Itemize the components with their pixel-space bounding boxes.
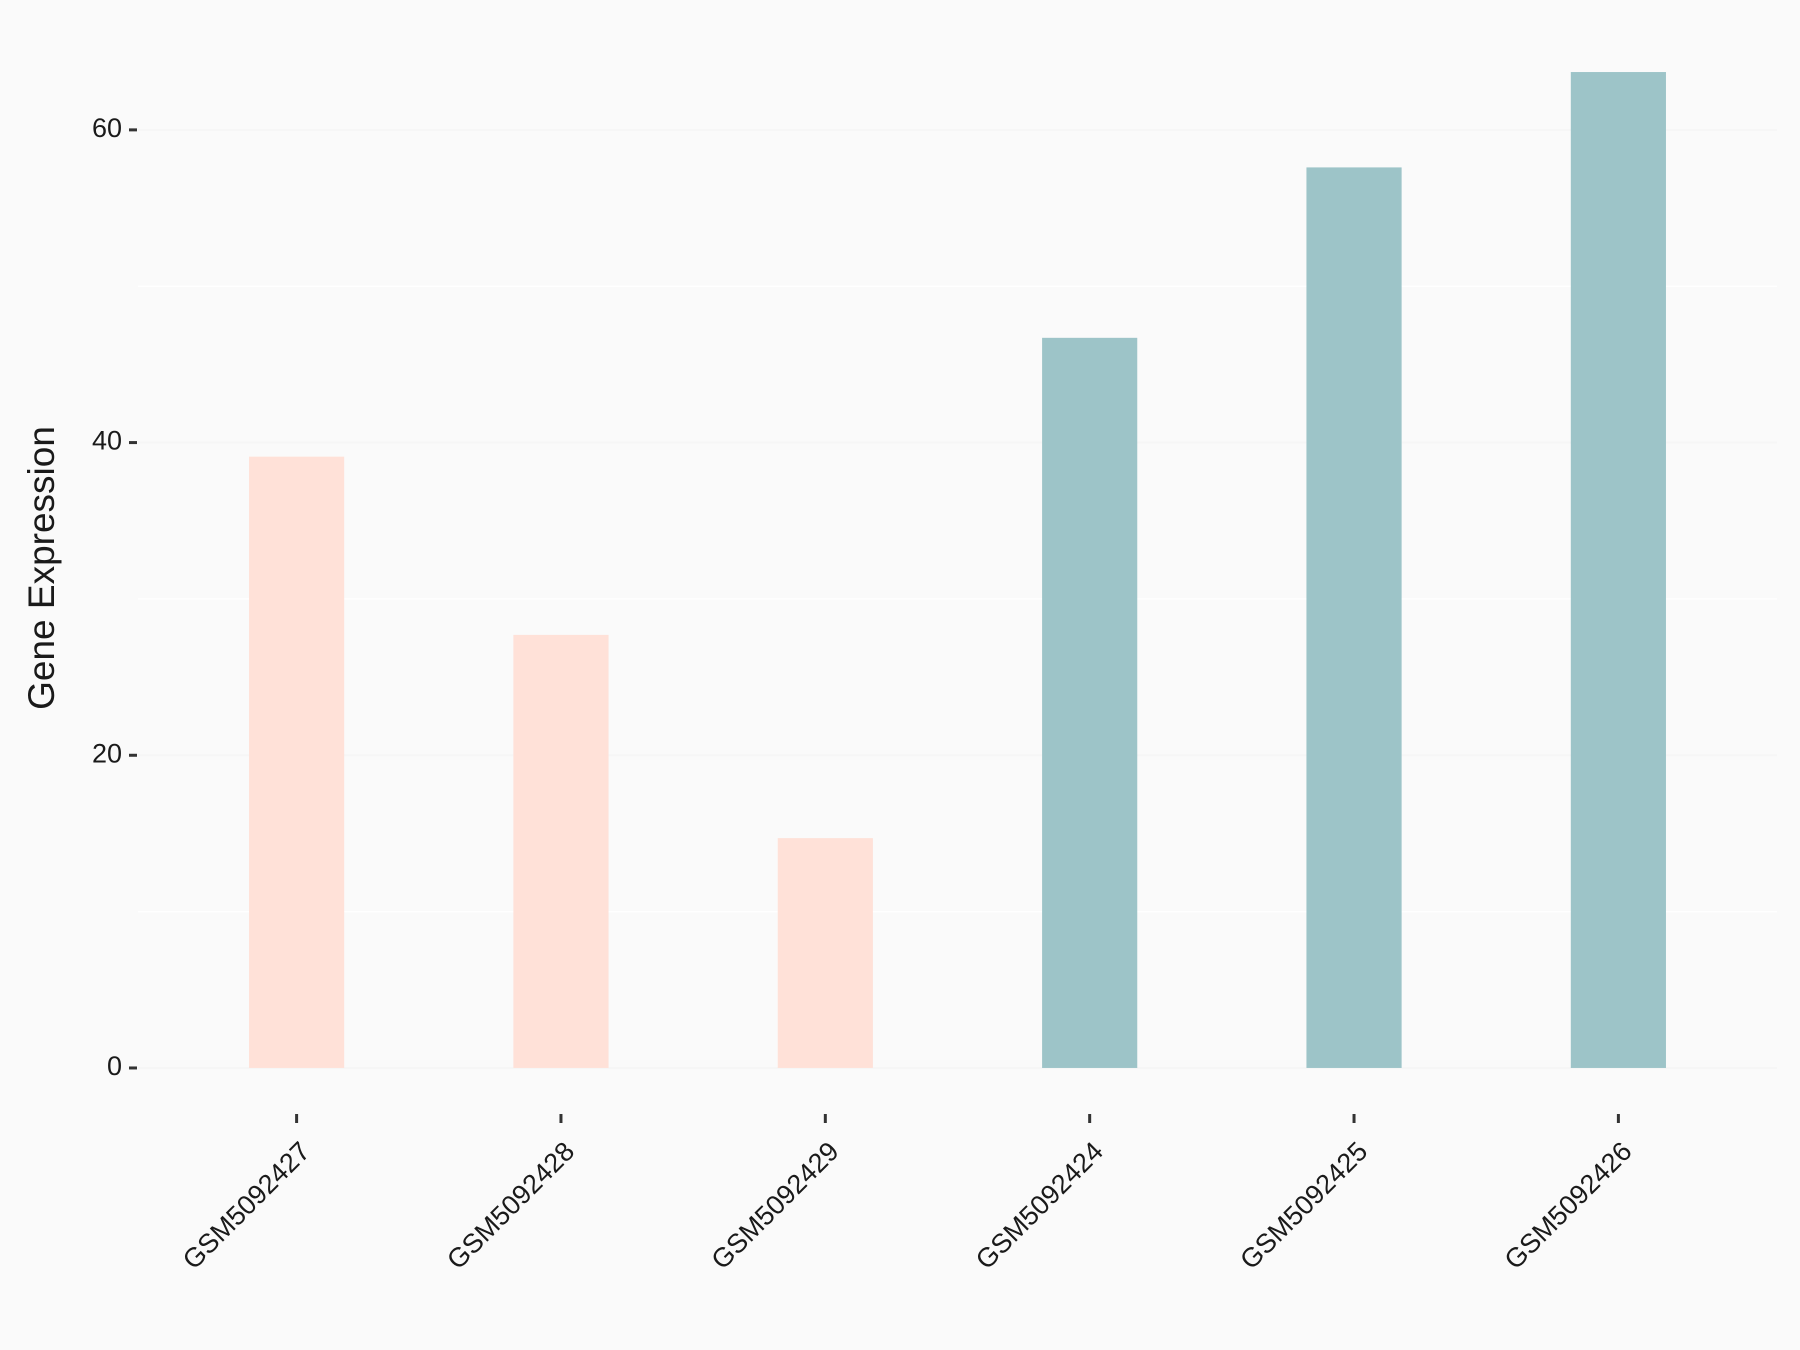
bar — [1570, 72, 1666, 1068]
bar — [777, 838, 873, 1068]
y-tick-label: 40 — [92, 426, 122, 456]
bar — [1042, 337, 1138, 1068]
bar — [249, 456, 345, 1068]
bar — [513, 634, 609, 1068]
y-tick-label: 60 — [92, 113, 122, 143]
y-tick-label: 0 — [107, 1051, 122, 1081]
y-tick-label: 20 — [92, 738, 122, 768]
bar — [1306, 167, 1402, 1068]
y-axis-title: Gene Expression — [21, 426, 62, 710]
